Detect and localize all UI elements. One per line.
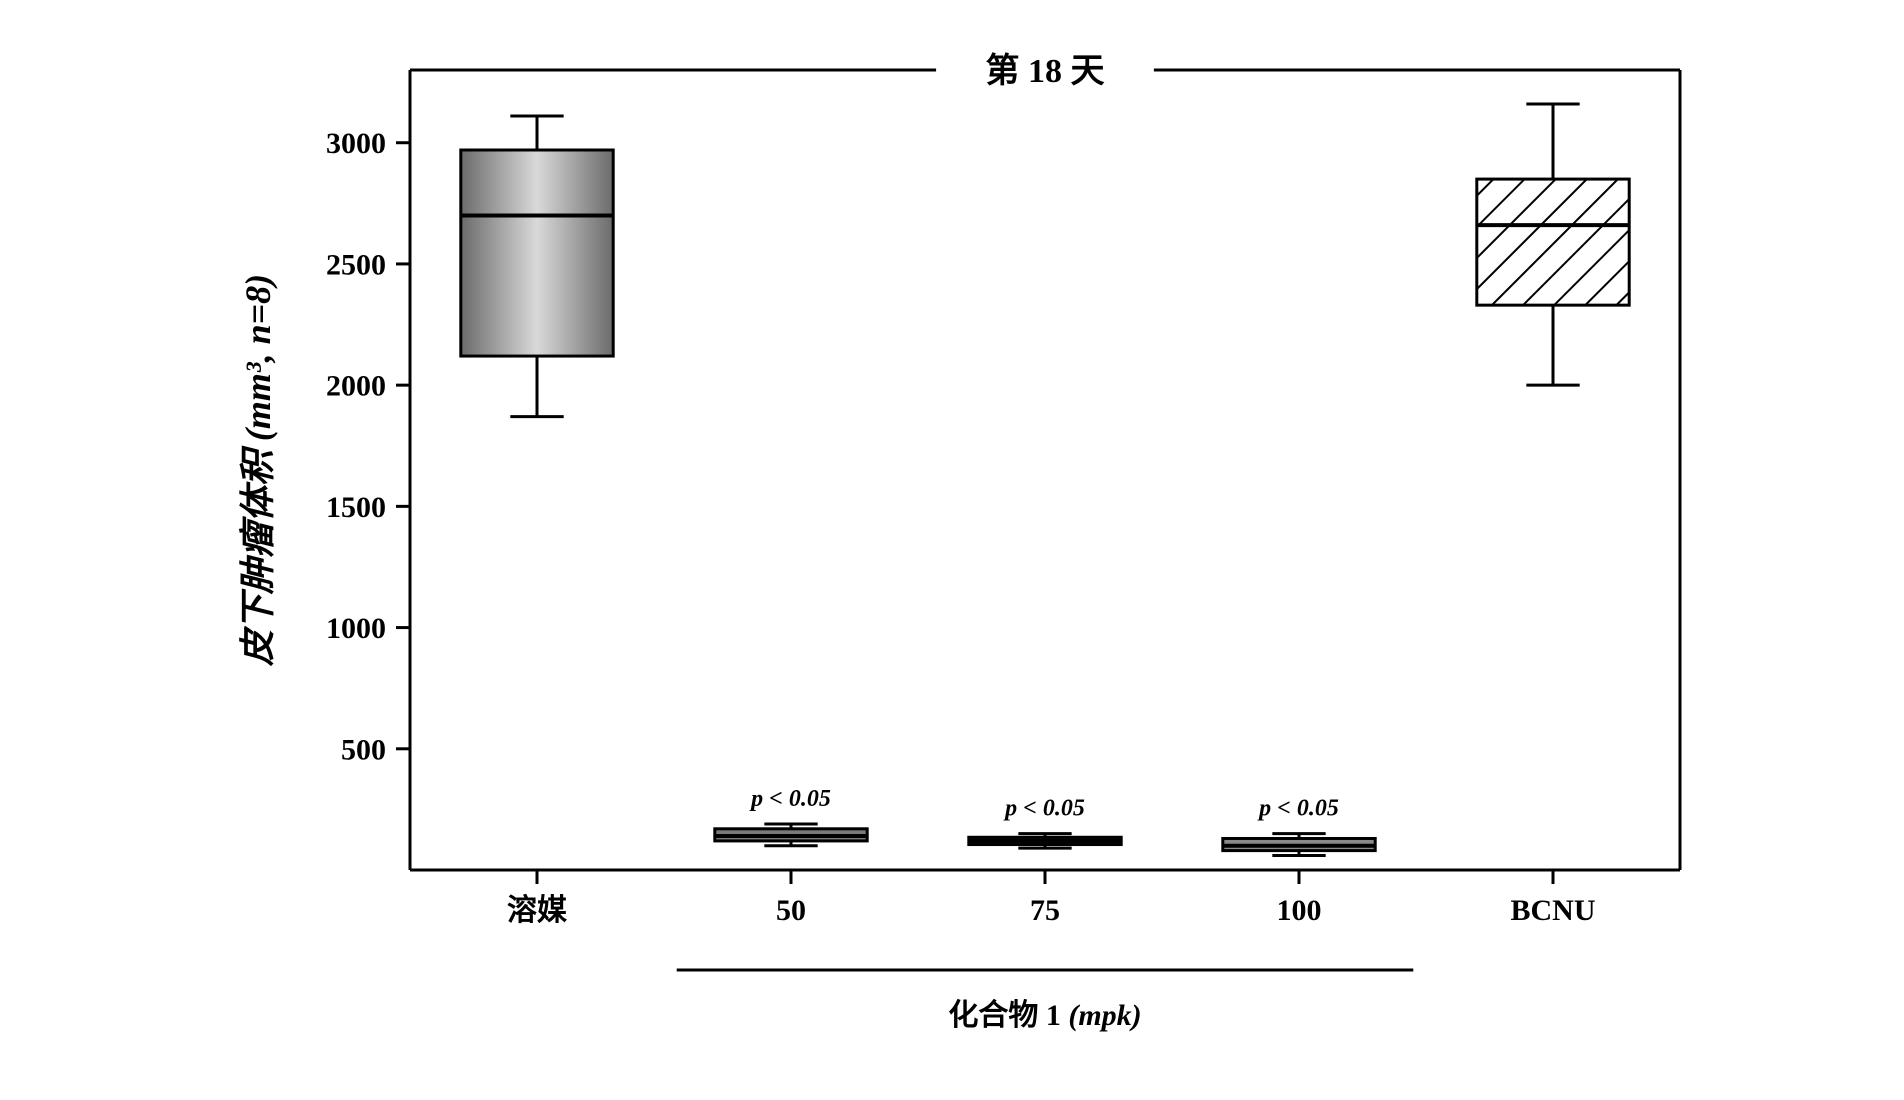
y-tick-label: 1000 (326, 612, 386, 645)
group-label: 化合物 1 (mpk) (948, 998, 1141, 1032)
boxplot-chart: 第 18 天 500 1000 1500 2000 2500 3000 皮下肿瘤体积 (mm³… (200, 40, 1700, 1060)
chart-title: 第 18 天 (986, 52, 1105, 90)
x-tick-label: 75 (1030, 894, 1060, 927)
y-tick-label: 2000 (326, 370, 386, 403)
x-tick-label: BCNU (1510, 894, 1595, 927)
x-tick-label: 100 (1277, 894, 1322, 927)
p-value-annotation: p < 0.05 (1257, 796, 1339, 822)
p-value-annotation: p < 0.05 (1003, 796, 1085, 822)
x-tick-label: 50 (776, 894, 806, 927)
box (1477, 179, 1629, 305)
y-tick-label: 3000 (326, 127, 386, 160)
y-tick-label: 2500 (326, 248, 386, 281)
x-tick-label: 溶媒 (507, 893, 568, 927)
y-axis-label: 皮下肿瘤体积 (mm³, n=8) (238, 274, 278, 667)
chart-svg: 第 18 天 500 1000 1500 2000 2500 3000 皮下肿瘤体积 (mm³… (200, 40, 1700, 1060)
p-value-annotation: p < 0.05 (749, 786, 831, 812)
y-tick-label: 500 (341, 733, 386, 766)
y-tick-label: 1500 (326, 491, 386, 524)
box (461, 150, 613, 356)
